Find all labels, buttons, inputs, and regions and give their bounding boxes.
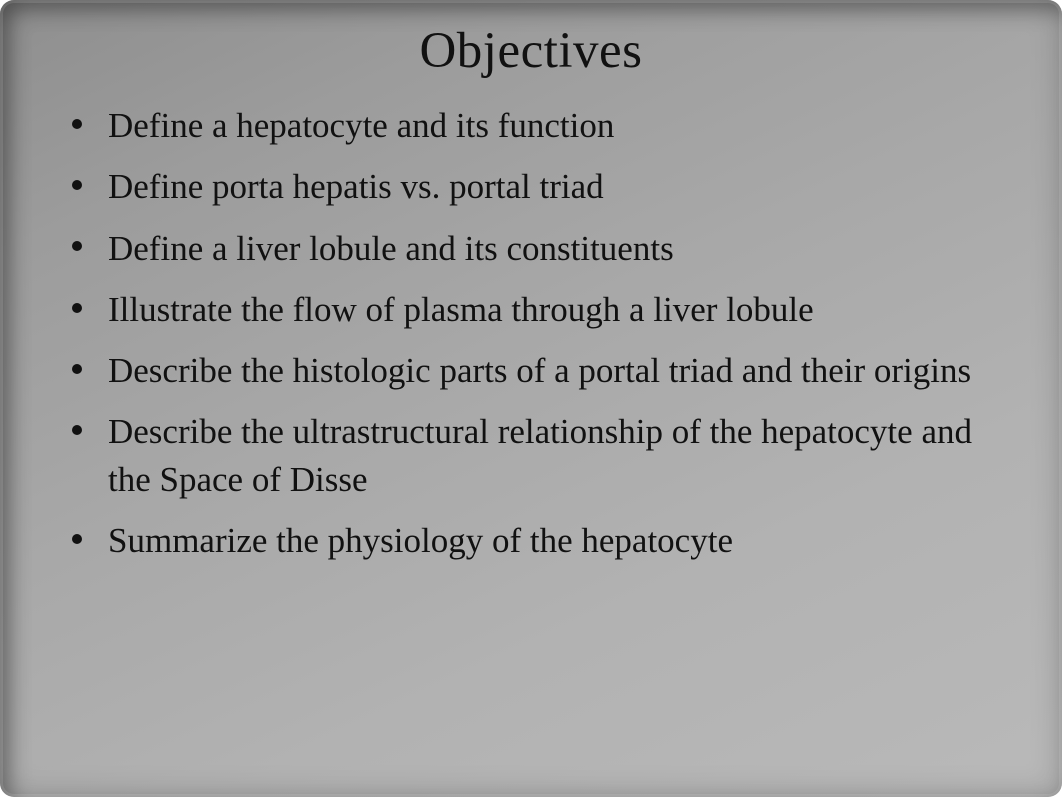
slide-title: Objectives	[48, 22, 1014, 80]
list-item: Describe the ultrastructural relationshi…	[78, 408, 1014, 503]
list-item: Define a liver lobule and its constituen…	[78, 225, 1014, 272]
list-item: Define a hepatocyte and its function	[78, 102, 1014, 149]
slide: Objectives Define a hepatocyte and its f…	[0, 0, 1062, 797]
list-item: Summarize the physiology of the hepatocy…	[78, 517, 1014, 564]
list-item: Illustrate the flow of plasma through a …	[78, 286, 1014, 333]
list-item: Define porta hepatis vs. portal triad	[78, 163, 1014, 210]
list-item: Describe the histologic parts of a porta…	[78, 347, 1014, 394]
objectives-list: Define a hepatocyte and its function Def…	[48, 102, 1014, 564]
